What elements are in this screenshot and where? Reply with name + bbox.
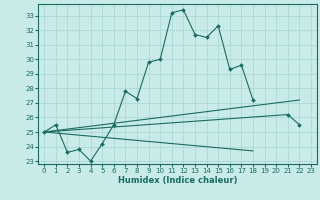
X-axis label: Humidex (Indice chaleur): Humidex (Indice chaleur): [118, 176, 237, 185]
